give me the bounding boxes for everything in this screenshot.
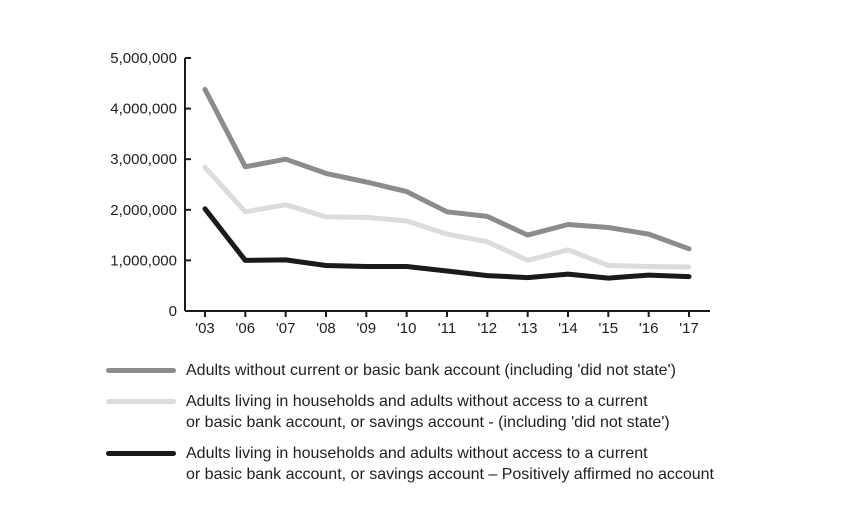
line-chart: 0 1,000,000 2,000,000 3,000,000 4,000,000 5,0… <box>110 50 710 337</box>
x-tick-label: '09 <box>357 320 377 337</box>
legend-label-1: Adults without current or basic bank acc… <box>186 362 676 379</box>
y-tick-label: 0 <box>169 303 177 320</box>
series-line-2 <box>202 164 692 270</box>
legend-swatch-1 <box>106 368 176 373</box>
legend-item-3: Adults living in households and adults w… <box>106 443 846 485</box>
legend-item-2: Adults living in households and adults w… <box>106 391 846 433</box>
chart-axes: 0 1,000,000 2,000,000 3,000,000 4,000,000 5,0… <box>110 50 710 337</box>
series-lines <box>202 86 692 281</box>
x-tick-label: '17 <box>679 320 699 337</box>
x-tick-label: '08 <box>316 320 336 337</box>
y-tick-label: 5,000,000 <box>110 50 177 67</box>
x-tick-label: '12 <box>478 320 498 337</box>
x-tick-label: '10 <box>397 320 417 337</box>
legend-swatch-3 <box>106 451 176 456</box>
x-tick-label: '15 <box>599 320 619 337</box>
legend-label-2: Adults living in households and adults w… <box>186 393 670 431</box>
x-tick-label: '07 <box>276 320 296 337</box>
x-tick-label: '16 <box>639 320 659 337</box>
x-tick-label: '06 <box>236 320 256 337</box>
series-line-3 <box>202 206 692 281</box>
x-tick-label: '13 <box>518 320 538 337</box>
legend-swatch-2 <box>106 399 176 404</box>
chart-legend: Adults without current or basic bank acc… <box>106 360 846 495</box>
y-tick-label: 4,000,000 <box>110 101 177 118</box>
x-tick-label: '03 <box>195 320 215 337</box>
y-tick-label: 2,000,000 <box>110 202 177 219</box>
legend-label-3: Adults living in households and adults w… <box>186 445 714 483</box>
x-tick-label: '11 <box>438 320 456 337</box>
series-line-1 <box>202 86 692 252</box>
x-tick-label: '14 <box>558 320 578 337</box>
y-tick-label: 3,000,000 <box>110 151 177 168</box>
legend-item-1: Adults without current or basic bank acc… <box>106 360 846 381</box>
y-tick-label: 1,000,000 <box>110 252 177 269</box>
